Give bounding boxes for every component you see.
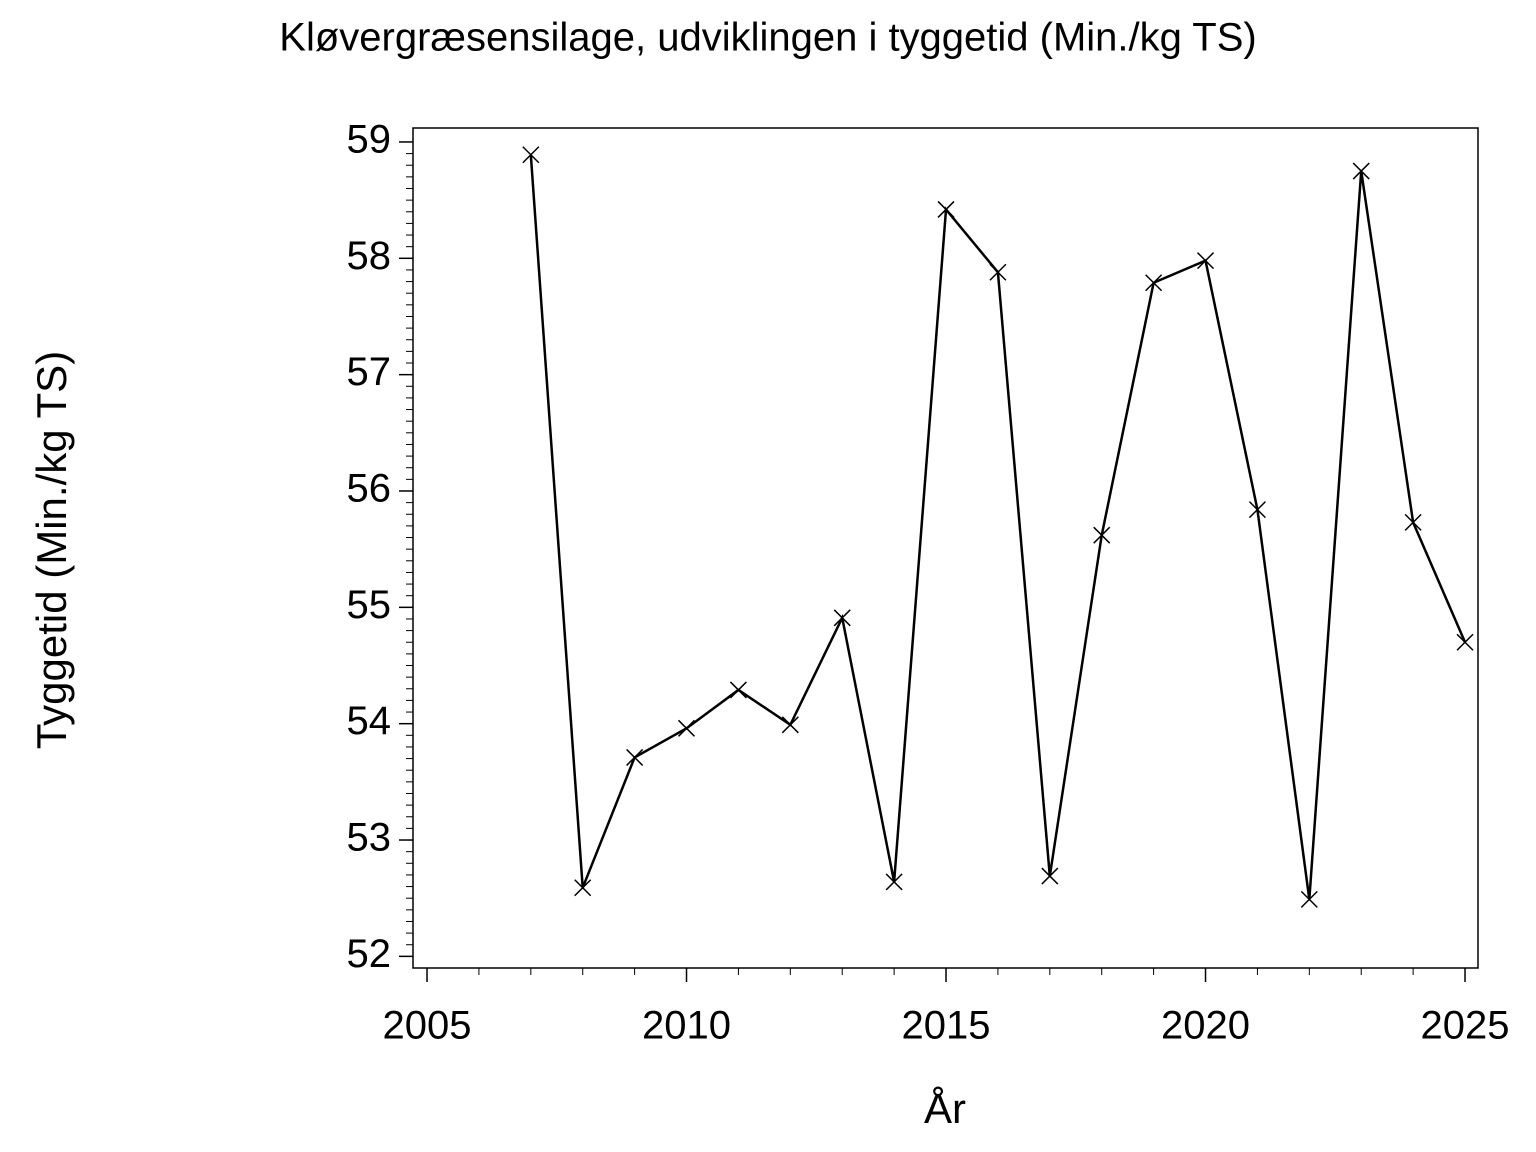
data-marker — [1093, 526, 1111, 544]
y-tick-label: 55 — [347, 583, 392, 627]
y-tick-label: 58 — [347, 234, 392, 278]
data-marker — [626, 748, 644, 766]
data-marker — [729, 681, 747, 699]
x-tick-label: 2010 — [642, 1004, 731, 1048]
y-tick-label: 52 — [347, 932, 392, 976]
data-marker — [1404, 513, 1422, 531]
x-tick-label: 2015 — [902, 1004, 991, 1048]
y-tick-label: 57 — [347, 350, 392, 394]
data-marker — [1456, 633, 1474, 651]
data-marker — [937, 200, 955, 218]
data-marker — [1041, 867, 1059, 885]
data-marker — [1145, 274, 1163, 292]
data-marker — [677, 719, 696, 737]
x-tick-label: 2005 — [383, 1004, 472, 1048]
chart-title: Kløvergræsensilage, udviklingen i tygget… — [279, 16, 1256, 60]
data-marker — [833, 609, 851, 627]
y-tick-label: 53 — [347, 816, 392, 860]
data-marker — [1352, 162, 1370, 180]
x-axis-label: År — [924, 1085, 966, 1132]
data-marker — [1196, 252, 1215, 270]
data-line — [529, 154, 1467, 900]
y-tick-label: 59 — [347, 118, 392, 162]
data-marker — [1248, 501, 1266, 519]
data-marker — [1300, 890, 1318, 908]
data-marker — [574, 879, 592, 897]
data-marker — [885, 873, 903, 891]
y-axis-label: Tyggetid (Min./kg TS) — [28, 351, 75, 749]
data-marker — [781, 716, 799, 734]
x-tick-label: 2025 — [1421, 1004, 1510, 1048]
x-tick-label: 2020 — [1161, 1004, 1250, 1048]
y-tick-label: 56 — [347, 467, 392, 511]
plot-frame — [412, 127, 1479, 969]
y-tick-label: 54 — [347, 699, 392, 743]
data-marker — [522, 146, 540, 164]
data-marker — [989, 263, 1007, 281]
